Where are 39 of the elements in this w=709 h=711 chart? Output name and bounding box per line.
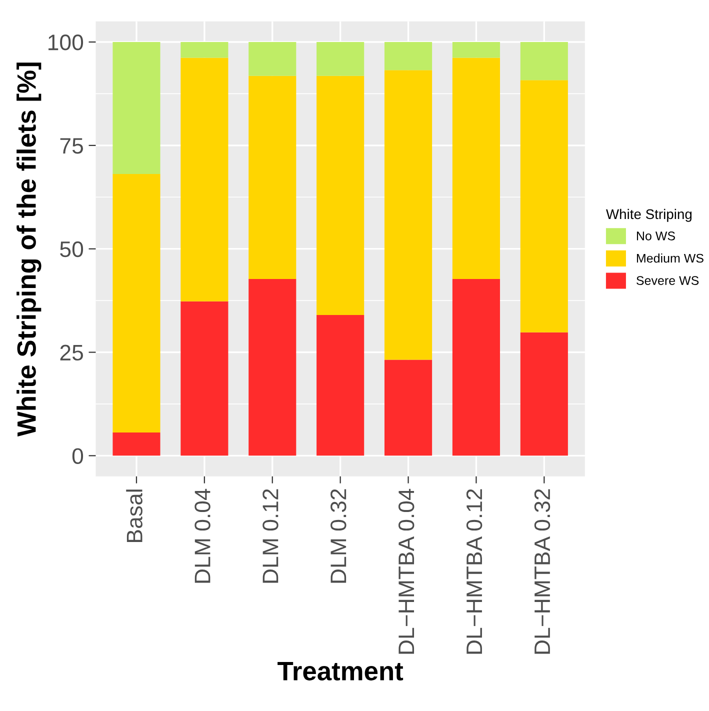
bar — [112, 42, 160, 174]
x-axis-title: Treatment — [278, 662, 404, 680]
x-tick-label: DLM 0.04 — [194, 488, 210, 583]
y-tick-label: 0 — [72, 448, 84, 464]
bar — [180, 42, 228, 58]
bar — [384, 360, 432, 456]
x-tick-label: Basal — [126, 490, 142, 542]
x-tick-label: DL−HMTBA 0.04 — [398, 488, 414, 654]
legend-label: Medium WS — [636, 253, 704, 263]
x-tick-label: DLM 0.32 — [330, 489, 346, 583]
bar — [248, 279, 296, 456]
y-tick-label: 50 — [60, 241, 84, 258]
legend-title: White Striping — [606, 208, 692, 222]
bar — [180, 58, 228, 302]
x-tick-label: DL−HMTBA 0.32 — [534, 489, 550, 654]
bar — [452, 58, 500, 280]
bar — [316, 315, 364, 456]
bar — [248, 42, 296, 76]
bar — [112, 174, 160, 433]
bar — [180, 301, 228, 456]
bar — [452, 42, 500, 58]
bar — [520, 80, 568, 332]
bar — [316, 76, 364, 316]
bar — [384, 70, 432, 360]
bar — [520, 42, 568, 80]
legend-label: No WS — [636, 232, 675, 240]
bar — [248, 76, 296, 280]
bar — [112, 432, 160, 456]
y-axis-title: White Striping of the filets [%] — [16, 62, 42, 436]
x-tick-label: DL−HMTBA 0.12 — [466, 489, 482, 654]
bar — [452, 279, 500, 456]
y-tick-label: 25 — [60, 344, 83, 361]
bar — [384, 42, 432, 70]
y-tick-label: 75 — [60, 138, 83, 154]
bar — [316, 42, 364, 76]
x-tick-label: DLM 0.12 — [262, 489, 278, 583]
bar — [520, 332, 568, 456]
y-tick-label: 100 — [48, 34, 84, 50]
legend-label: Severe WS — [636, 276, 699, 285]
